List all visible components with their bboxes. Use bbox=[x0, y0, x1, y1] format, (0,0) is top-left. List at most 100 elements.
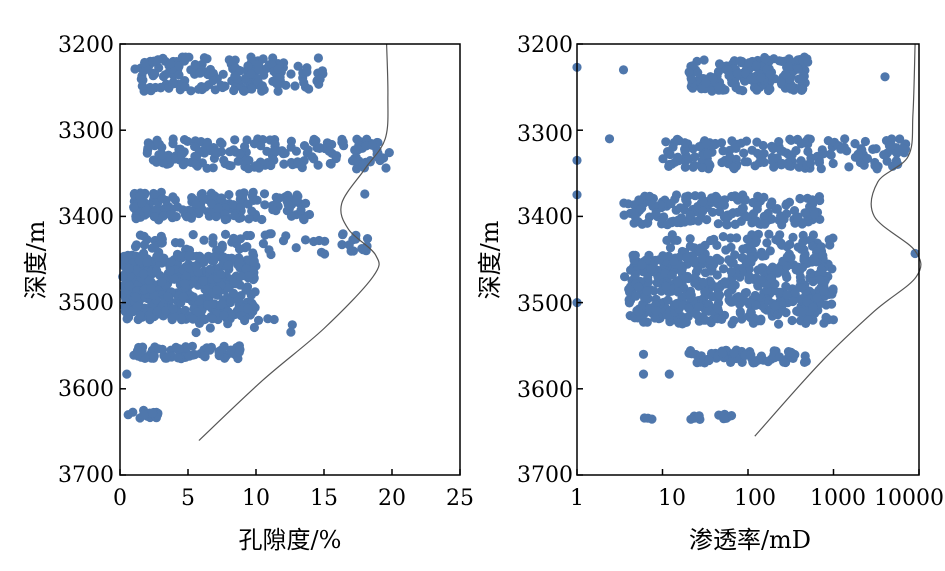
porosity-data-point bbox=[174, 61, 184, 71]
porosity-data-point bbox=[181, 271, 191, 282]
permeability-data-point bbox=[803, 315, 813, 325]
porosity-data-point bbox=[134, 256, 144, 266]
porosity-data-point bbox=[130, 242, 141, 252]
porosity-data-point bbox=[375, 155, 385, 166]
permeability-data-point bbox=[676, 213, 687, 223]
porosity-data-point bbox=[148, 408, 158, 418]
porosity-data-point bbox=[202, 137, 213, 147]
porosity-data-point bbox=[157, 277, 167, 287]
permeability-data-point bbox=[688, 162, 698, 172]
porosity-data-point bbox=[179, 135, 190, 145]
permeability-data-point bbox=[812, 293, 822, 303]
permeability-data-point bbox=[726, 242, 736, 252]
permeability-data-point bbox=[645, 191, 655, 201]
permeability-data-point bbox=[724, 255, 734, 265]
porosity-data-point bbox=[299, 214, 309, 224]
porosity-data-point bbox=[132, 301, 142, 312]
permeability-data-point bbox=[740, 288, 751, 298]
permeability-data-point bbox=[798, 230, 808, 240]
permeability-data-point bbox=[798, 237, 808, 247]
porosity-data-point bbox=[169, 274, 180, 284]
permeability-data-point bbox=[764, 229, 774, 239]
porosity-data-point bbox=[244, 214, 254, 224]
porosity-data-point bbox=[190, 142, 200, 152]
porosity-data-point bbox=[152, 138, 162, 148]
porosity-data-point bbox=[166, 257, 176, 267]
permeability-data-point bbox=[797, 262, 808, 273]
permeability-data-point bbox=[751, 60, 762, 71]
porosity-data-point bbox=[178, 205, 188, 215]
permeability-data-point bbox=[728, 296, 738, 306]
porosity-data-point bbox=[219, 155, 229, 165]
porosity-data-point bbox=[191, 327, 201, 338]
porosity-x-tick: 5 bbox=[181, 486, 195, 511]
porosity-data-point bbox=[258, 239, 268, 249]
porosity-data-point bbox=[228, 200, 238, 210]
permeability-data-point bbox=[685, 289, 695, 299]
permeability-data-point bbox=[793, 64, 803, 74]
porosity-data-point bbox=[208, 76, 218, 86]
permeability-data-point bbox=[682, 252, 692, 263]
porosity-data-point bbox=[173, 353, 183, 363]
permeability-data-point bbox=[700, 315, 711, 325]
permeability-data-point bbox=[634, 307, 644, 317]
porosity-data-point bbox=[228, 288, 239, 298]
permeability-data-point bbox=[727, 191, 737, 202]
porosity-data-point bbox=[119, 254, 129, 264]
permeability-data-point bbox=[766, 273, 776, 283]
permeability-data-point bbox=[690, 152, 700, 162]
permeability-data-point bbox=[714, 290, 725, 300]
permeability-data-point bbox=[788, 232, 798, 242]
permeability-data-point bbox=[681, 195, 691, 205]
permeability-data-point bbox=[774, 352, 785, 362]
permeability-data-point bbox=[775, 145, 786, 155]
permeability-data-point bbox=[779, 214, 789, 224]
permeability-data-point bbox=[828, 315, 839, 325]
porosity-data-point bbox=[157, 194, 167, 204]
permeability-data-point bbox=[774, 319, 784, 329]
porosity-x-axis-label: 孔隙度/% bbox=[239, 526, 342, 554]
porosity-data-point bbox=[184, 251, 194, 261]
permeability-x-tick: 100 bbox=[734, 486, 776, 511]
permeability-data-point bbox=[793, 212, 803, 222]
porosity-data-point bbox=[326, 159, 336, 169]
permeability-data-point bbox=[740, 157, 750, 167]
porosity-data-point bbox=[311, 136, 321, 146]
permeability-data-point bbox=[738, 244, 748, 254]
permeability-data-point bbox=[740, 195, 750, 205]
permeability-data-point bbox=[619, 210, 629, 220]
porosity-data-point bbox=[169, 312, 180, 322]
porosity-data-point bbox=[191, 159, 201, 169]
permeability-data-point bbox=[816, 264, 826, 274]
permeability-data-point bbox=[748, 209, 759, 219]
permeability-data-point bbox=[807, 195, 818, 205]
permeability-data-point bbox=[651, 306, 661, 316]
porosity-data-point bbox=[229, 85, 239, 96]
porosity-data-point bbox=[165, 266, 175, 276]
permeability-data-point bbox=[718, 146, 728, 156]
porosity-y-tick: 3700 bbox=[58, 463, 114, 488]
porosity-data-point bbox=[234, 244, 245, 254]
permeability-data-point bbox=[708, 74, 718, 84]
permeability-data-point bbox=[844, 162, 854, 172]
porosity-data-point bbox=[161, 353, 172, 363]
porosity-data-point bbox=[303, 145, 313, 155]
porosity-data-point bbox=[249, 257, 259, 267]
porosity-x-tick: 25 bbox=[446, 486, 474, 511]
permeability-data-point bbox=[665, 243, 676, 253]
permeability-tick-marks bbox=[576, 43, 920, 476]
porosity-data-point bbox=[124, 263, 134, 274]
porosity-data-point bbox=[209, 256, 219, 266]
permeability-data-point bbox=[637, 260, 647, 270]
permeability-data-point bbox=[782, 290, 792, 300]
permeability-data-point bbox=[910, 248, 920, 259]
permeability-data-point bbox=[756, 73, 766, 83]
porosity-plot-frame bbox=[119, 43, 461, 476]
porosity-data-point bbox=[149, 212, 159, 222]
porosity-data-point bbox=[337, 137, 347, 147]
porosity-data-point bbox=[169, 154, 179, 164]
permeability-data-point bbox=[840, 134, 850, 144]
porosity-y-tick: 3400 bbox=[58, 205, 114, 230]
porosity-tick-marks bbox=[119, 43, 461, 476]
porosity-data-point bbox=[184, 351, 195, 361]
